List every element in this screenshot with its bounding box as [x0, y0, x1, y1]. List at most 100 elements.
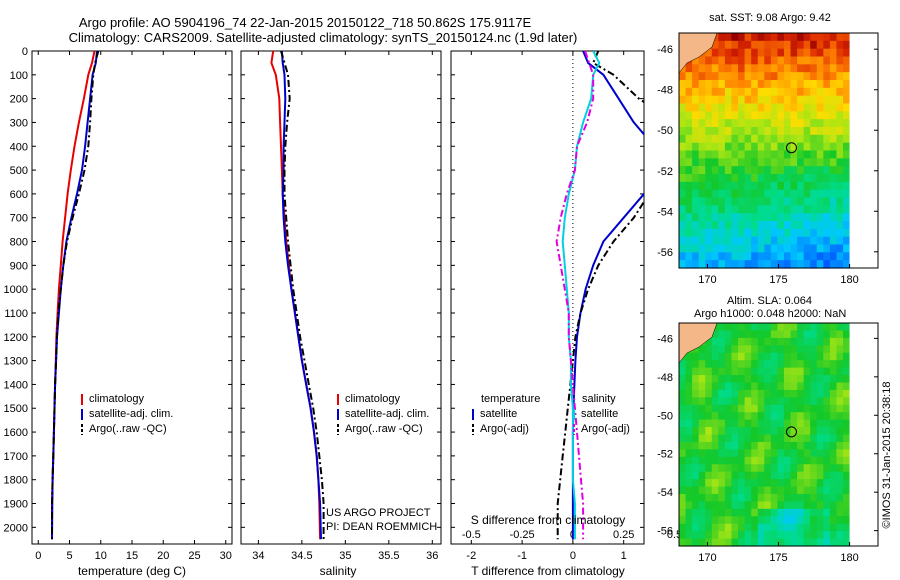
map-cell: [783, 523, 792, 532]
map-cell: [777, 323, 785, 332]
map-cell: [738, 103, 746, 112]
map-cell: [757, 174, 765, 183]
map-cell: [679, 189, 687, 199]
map-cell: [843, 523, 851, 532]
map-cell: [738, 382, 746, 391]
temperature-series: [51, 51, 100, 540]
map-cell: [790, 360, 798, 369]
map-cell: [705, 337, 713, 346]
map-cell: [836, 56, 844, 65]
map-cell: [698, 486, 706, 495]
map-cell: [816, 252, 824, 261]
map-cell: [810, 427, 818, 436]
map-cell: [823, 486, 831, 495]
map-cell: [823, 205, 831, 214]
map-cell: [816, 174, 824, 183]
map-cell: [711, 375, 719, 384]
map-cell: [692, 119, 700, 128]
map-cell: [797, 412, 805, 421]
map-cell: [705, 404, 713, 413]
map-cell: [843, 205, 851, 214]
map-cell: [698, 127, 706, 136]
map-cell: [705, 260, 713, 269]
map-cell: [829, 260, 838, 269]
x-tick-label: 15: [126, 550, 138, 562]
map-cell: [829, 397, 838, 406]
map-cell: [836, 142, 844, 152]
map-cell: [803, 48, 811, 58]
map-cell: [738, 213, 746, 222]
map-cell: [731, 150, 739, 159]
map-cell: [790, 174, 798, 183]
map-cell: [816, 103, 824, 112]
map-cell: [738, 323, 746, 332]
map-cell: [836, 412, 844, 421]
map-cell: [803, 236, 811, 246]
map-cell: [764, 337, 772, 346]
map-cell: [783, 40, 792, 50]
depth-tick-label: 1400: [4, 379, 28, 391]
x-tick-label: 5: [66, 550, 72, 562]
map-cell: [731, 205, 739, 214]
map-cell: [823, 228, 831, 238]
map-cell: [790, 375, 798, 384]
depth-tick-label: 1100: [4, 308, 28, 320]
map-cell: [770, 142, 779, 152]
map-cell: [738, 345, 746, 354]
map-cell: [764, 441, 772, 450]
map-cell: [803, 33, 811, 42]
map-cell: [757, 87, 765, 97]
map-cell: [764, 87, 772, 97]
map-cell: [685, 158, 693, 167]
map-cell: [829, 72, 838, 81]
map-cell: [698, 360, 706, 369]
map-cell: [816, 111, 824, 120]
map-cell: [797, 434, 805, 443]
map-cell: [829, 523, 838, 532]
map-cell: [816, 352, 824, 361]
map-cell: [692, 441, 700, 450]
map-cell: [751, 427, 759, 436]
map-cell: [790, 479, 798, 488]
map-cell: [738, 127, 746, 136]
map-cell: [777, 213, 785, 222]
map-cell: [692, 181, 700, 191]
map-cell: [738, 523, 746, 532]
map-cell: [803, 471, 811, 480]
map-cell: [783, 103, 792, 112]
map-cell: [816, 33, 824, 42]
map-cell: [724, 486, 733, 495]
map-cell: [783, 464, 792, 473]
map-cell: [705, 456, 713, 465]
map-cell: [698, 111, 706, 120]
salinity-axis-ticks: 34 34.5 35 35.5 36: [252, 51, 438, 562]
depth-tick-label: 1000: [4, 284, 28, 296]
map-cell: [803, 389, 811, 398]
lat-tick-label: -56: [657, 526, 673, 538]
map-cell: [836, 48, 844, 58]
map-cell: [757, 345, 765, 354]
map-cell: [751, 197, 759, 206]
map-cell: [698, 441, 706, 450]
map-cell: [790, 127, 798, 136]
map-cell: [770, 64, 779, 73]
map-cell: [803, 95, 811, 105]
salinity-axis-label: salinity: [320, 564, 357, 578]
map-cell: [843, 330, 851, 339]
map-cell: [823, 213, 831, 222]
map-cell: [698, 501, 706, 510]
map-cell: [711, 427, 719, 436]
map-cell: [829, 213, 838, 222]
map-cell: [783, 479, 792, 488]
map-cell: [738, 228, 746, 238]
map-cell: [718, 213, 726, 222]
map-cell: [679, 127, 687, 136]
legend-label: satellite-adj. clim.: [89, 408, 173, 420]
map-cell: [829, 80, 838, 89]
map-cell: [718, 516, 726, 525]
map-cell: [692, 360, 700, 369]
map-cell: [770, 531, 779, 540]
map-cell: [816, 449, 824, 458]
map-cell: [829, 434, 838, 443]
map-cell: [810, 111, 818, 120]
